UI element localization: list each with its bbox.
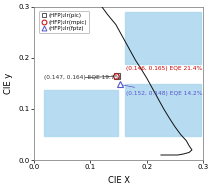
Text: (0.152, 0.148) EQE 14.2%: (0.152, 0.148) EQE 14.2%	[122, 85, 203, 96]
Legend: (HFP)₂Ir(pic), (HFP)₂Ir(mpic), (HFP)₂Ir(fptz): (HFP)₂Ir(pic), (HFP)₂Ir(mpic), (HFP)₂Ir(…	[39, 11, 89, 33]
Y-axis label: CIE y: CIE y	[4, 73, 13, 94]
Text: (0.146, 0.165) EQE 21.4%: (0.146, 0.165) EQE 21.4%	[126, 66, 202, 70]
X-axis label: CIE X: CIE X	[108, 176, 130, 185]
Bar	[125, 84, 201, 136]
Bar	[125, 12, 201, 64]
Text: (0.147, 0.164) EQE 19.7%: (0.147, 0.164) EQE 19.7%	[44, 75, 121, 80]
Bar	[44, 90, 118, 136]
